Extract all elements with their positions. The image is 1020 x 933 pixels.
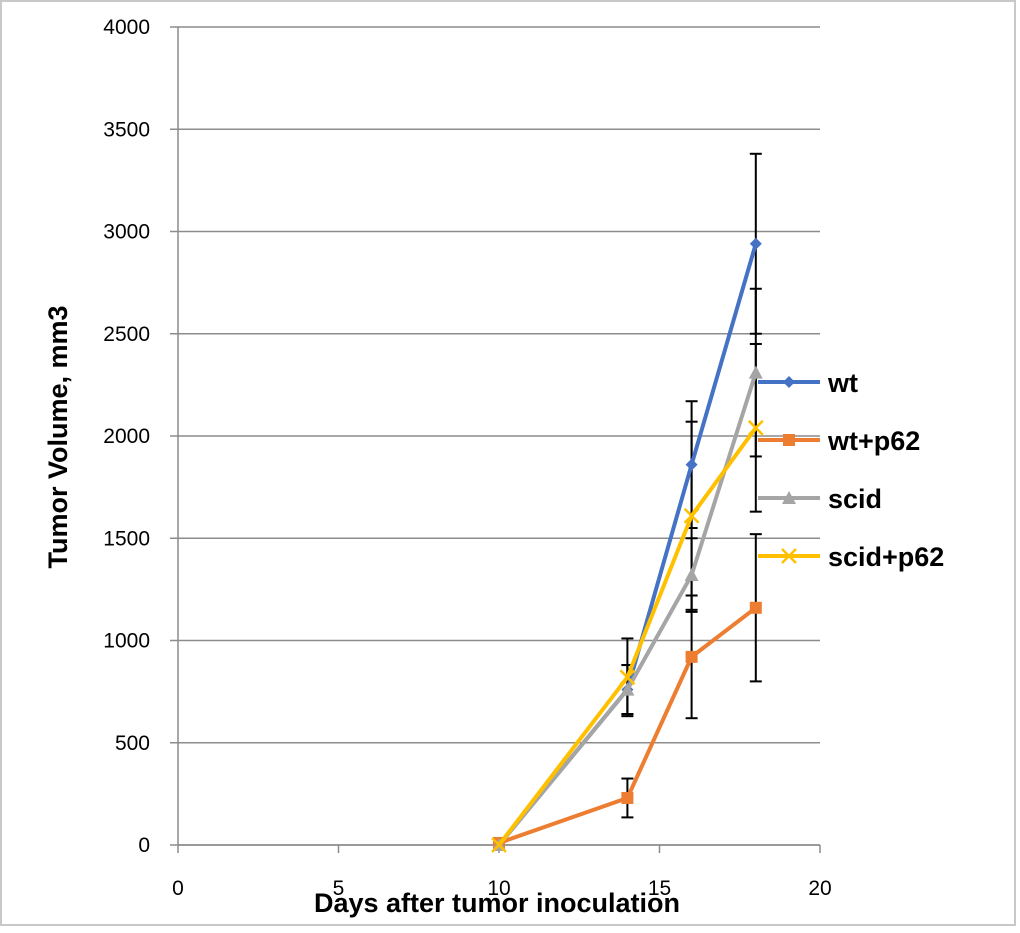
series [491,152,764,853]
x-tick-label-0: 0 [172,877,184,900]
legend-label-wt+p62: wt+p62 [827,426,920,456]
legend-marker-2 [782,491,796,504]
legend-marker-3 [781,548,797,564]
series-wt+p62 [493,601,762,849]
series-line-1 [498,606,758,845]
series-scid+p62 [491,419,764,853]
legend-marker-0 [783,376,795,388]
data-point-wt+p62-2 [685,650,698,663]
data-point-wt-3 [749,237,762,250]
data-point-wt+p62-1 [621,791,634,804]
legend-entry-scid: scid [758,484,882,514]
legend-marker-1 [783,434,795,446]
y-tick-label-8: 4000 [103,16,150,39]
data-point-scid+p62-0 [491,837,507,853]
y-tick-label-3: 1500 [103,527,150,550]
x-tick-label-1: 5 [333,877,345,900]
legend-entry-scid+p62: scid+p62 [758,542,944,572]
legend-label-scid: scid [828,484,882,514]
series-wt [493,237,762,851]
y-tick-label-4: 2000 [103,425,150,448]
error-bars [621,152,762,819]
data-point-wt+p62-3 [749,601,762,614]
y-tick-label-1: 500 [115,732,150,755]
x-tick-label-3: 15 [648,877,671,900]
y-tick-label-2: 1000 [103,630,150,653]
legend: wt wt+p62 scid scid+p62 [758,368,944,572]
data-point-scid+p62-3 [747,419,764,436]
data-point-scid+p62-2 [683,507,700,524]
data-point-scid-2 [684,568,699,582]
data-point-wt-2 [685,458,698,471]
y-tick-label-7: 3500 [103,118,150,141]
axes [170,26,821,853]
legend-label-scid+p62: scid+p62 [828,542,944,572]
data-point-scid+p62-1 [619,669,636,686]
y-tick-label-5: 2500 [103,323,150,346]
data-point-scid+p62-2-stroke-b [683,507,700,524]
legend-entry-wt: wt [758,368,858,398]
data-point-scid+p62-3-stroke-b [747,419,764,436]
x-tick-label-2: 10 [487,877,510,900]
legend-marker-3-stroke-b [781,548,797,564]
data-point-scid-1 [620,682,635,696]
y-tick-label-0: 0 [138,834,150,857]
data-point-scid+p62-0-stroke-b [491,837,507,853]
data-point-scid+p62-1-stroke-b [619,669,636,686]
x-axis-title: Days after tumor inoculation [314,888,680,918]
legend-label-wt: wt [827,368,858,398]
series-line-2 [497,372,758,847]
series-line-3 [497,426,758,847]
tick-labels: 0 500 1000 1500 2000 2500 3000 3500 4000 0 5 10 15 20 [103,16,831,900]
y-tick-label-6: 3000 [103,221,150,244]
y-axis-title: Tumor Volume, mm3 [43,305,73,568]
legend-entry-wt+p62: wt+p62 [758,426,920,456]
data-point-scid-3 [748,365,763,379]
gridlines [178,26,820,846]
x-tick-label-4: 20 [808,877,831,900]
